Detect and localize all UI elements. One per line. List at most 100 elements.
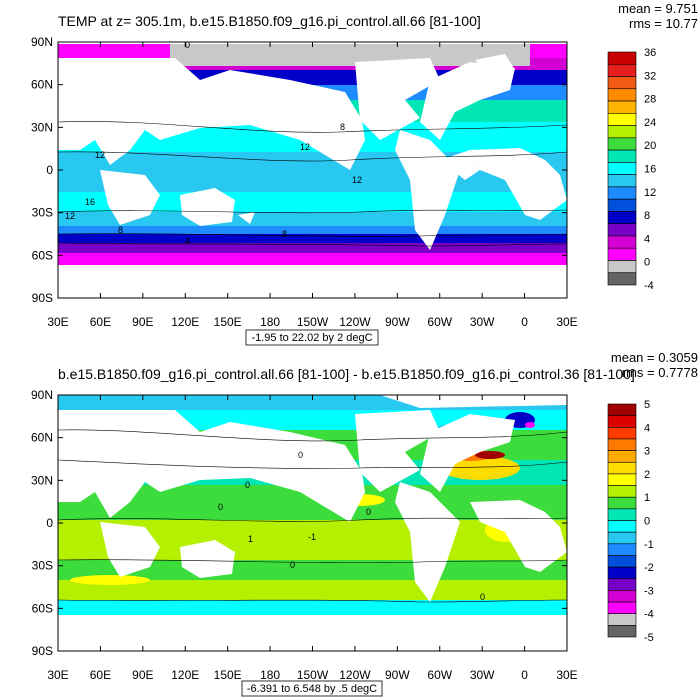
lon-label: 60E [90, 668, 111, 682]
colorbar-swatch [607, 223, 637, 237]
colorbar-label: 32 [644, 70, 656, 82]
colorbar-swatch [607, 566, 637, 580]
lat-label: 60S [32, 601, 53, 615]
panel-2-contours [58, 429, 567, 603]
colorbar-swatch [607, 113, 637, 126]
colorbar-label: 8 [644, 210, 650, 222]
colorbar-label: -3 [644, 585, 654, 597]
colorbar-label: 0 [644, 257, 650, 269]
colorbar-label: 1 [644, 492, 650, 504]
panel-1-mean: mean = 9.751 [618, 1, 698, 16]
lon-label: 30E [556, 315, 577, 329]
lon-label: 60W [427, 668, 452, 682]
colorbar-swatch [607, 578, 637, 591]
lon-label: 30E [556, 668, 577, 682]
lon-label: 150W [297, 668, 329, 682]
contour-label: 8 [340, 122, 345, 132]
contour-label: 12 [300, 142, 310, 152]
lat-label: 60N [31, 431, 53, 445]
panel-2-title: b.e15.B1850.f09_g16.pi_control.all.66 [8… [58, 366, 635, 382]
colorbar-swatch [607, 438, 637, 451]
colorbar-swatch [607, 235, 637, 249]
panel-2-contour-labels: 0 0 0 0 1 -1 0 0 [218, 450, 485, 602]
colorbar-label: -4 [644, 280, 654, 292]
lat-label: 30N [31, 473, 53, 487]
colorbar-swatch [607, 174, 637, 188]
contour-label: 12 [65, 211, 75, 221]
colorbar-swatch [607, 76, 637, 90]
contour-label: 0 [480, 592, 485, 602]
contour-label: 8 [282, 229, 287, 239]
panel-2-range-label: -6.391 to 6.548 by .5 degC [247, 683, 377, 695]
lon-label: 90W [385, 315, 410, 329]
colorbar-swatch [607, 272, 637, 286]
lon-label: 120E [171, 668, 199, 682]
colorbar-label: -1 [644, 539, 654, 551]
colorbar-swatch [607, 100, 637, 114]
contour-label: 8 [118, 225, 123, 235]
lon-label: 30E [47, 315, 68, 329]
lat-label: 0 [46, 163, 53, 177]
colorbar-label: 4 [644, 233, 650, 245]
lat-label: 30N [31, 120, 53, 134]
panel-1-contour-labels: 0 8 12 12 12 16 12 8 8 4 [65, 40, 362, 246]
lat-label: 90N [31, 35, 53, 49]
lon-label: 150E [214, 315, 242, 329]
panel-2-mean: mean = 0.3059 [611, 350, 698, 365]
panel-1-map: 0 8 12 12 12 16 12 8 8 4 [58, 40, 567, 298]
panel-2-map: 0 0 0 0 1 -1 0 0 [58, 395, 567, 651]
lat-label: 90N [31, 388, 53, 402]
lat-label: 60S [32, 248, 53, 262]
colorbar-label: 16 [644, 164, 656, 176]
contour-label: -1 [308, 532, 316, 542]
colorbar-swatch [607, 473, 637, 486]
contour-label: 0 [245, 480, 250, 490]
colorbar-swatch [607, 51, 637, 65]
colorbar-label: 4 [644, 422, 650, 434]
lon-label: 30W [470, 315, 495, 329]
colorbar-swatch [607, 625, 637, 638]
lon-label: 120W [339, 668, 371, 682]
colorbar-label: 20 [644, 140, 656, 152]
panel-1-rms: rms = 10.77 [629, 16, 698, 31]
contour-label: 0 [366, 507, 371, 517]
lat-label: 30S [32, 206, 53, 220]
colorbar-label: 5 [644, 399, 650, 411]
contour-label: 4 [185, 236, 190, 246]
colorbar-swatch [607, 63, 637, 77]
colorbar-label: 12 [644, 187, 656, 199]
panel-1-range-label: -1.95 to 22.02 by 2 degC [251, 332, 372, 344]
panel-2-land [58, 395, 567, 651]
contour-label: 0 [185, 40, 190, 50]
contour-label: 12 [95, 150, 105, 160]
panel-1-range-box [245, 329, 379, 346]
lat-label: 60N [31, 78, 53, 92]
contour-label: 1 [248, 534, 253, 544]
colorbar-label: -4 [644, 609, 654, 621]
lon-label: 180 [260, 668, 280, 682]
panel-1-contours [58, 121, 567, 247]
colorbar-label: 36 [644, 47, 656, 59]
lon-label: 0 [521, 668, 528, 682]
colorbar-swatch [607, 403, 637, 416]
colorbar-swatch [607, 198, 637, 212]
lat-label: 30S [32, 559, 53, 573]
lon-label: 30E [47, 668, 68, 682]
colorbar-swatch [607, 601, 637, 614]
lon-label: 120E [171, 315, 199, 329]
colorbar-swatch [607, 531, 637, 545]
lat-label: 0 [46, 516, 53, 530]
colorbar-label: 24 [644, 117, 656, 129]
panel-2-rms: rms = 0.7778 [622, 365, 698, 380]
contour-label: 12 [352, 175, 362, 185]
colorbar-swatch [607, 613, 637, 626]
panel-2-axes: 90N 60N 30N 0 30S 60S 90S 30E 60E 90E 120E 150E 180 1… [31, 388, 578, 682]
lon-label: 150W [297, 315, 329, 329]
contour-label: 16 [85, 197, 95, 207]
panel-1: TEMP at z= 305.1m, b.e15.B1850.f09_g16.p… [31, 1, 698, 346]
panel-2-colorbar: 5 4 3 2 1 0 -1 -2 -3 -4 -5 [607, 399, 654, 644]
lon-label: 0 [521, 315, 528, 329]
colorbar-swatch [607, 415, 637, 428]
lon-label: 60E [90, 315, 111, 329]
colorbar-swatch [607, 137, 637, 151]
